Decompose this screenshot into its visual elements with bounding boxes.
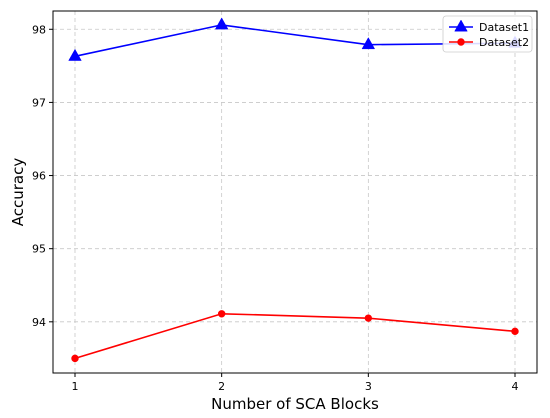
axis-ticks: 1 2 3 4 94 95 96 97 98 [32, 23, 519, 393]
data-point [361, 37, 376, 50]
y-tick-label: 96 [32, 170, 46, 183]
legend-marker [457, 38, 465, 46]
y-tick-label: 98 [32, 23, 46, 36]
data-point [511, 327, 519, 336]
legend-entry: Dataset1 [449, 19, 529, 34]
y-tick-label: 94 [32, 316, 46, 329]
legend-marker [454, 19, 468, 32]
data-point [68, 48, 82, 61]
x-axis-label: Number of SCA Blocks [211, 395, 379, 413]
plot-area-frame [52, 10, 538, 374]
series-dataset2 [71, 310, 519, 363]
series-line [74, 24, 516, 58]
data-point [71, 354, 79, 363]
legend: Dataset1 Dataset2 [442, 15, 533, 53]
data-point [364, 314, 373, 322]
y-tick-label: 95 [32, 243, 46, 256]
grid-lines [53, 11, 537, 373]
x-tick-label: 2 [218, 380, 225, 393]
data-point [214, 17, 229, 30]
data-point [217, 310, 226, 318]
x-tick-label: 3 [365, 380, 372, 393]
legend-label: Dataset2 [479, 36, 529, 49]
x-tick-label: 4 [512, 380, 519, 393]
legend-entry: Dataset2 [449, 36, 529, 49]
y-axis-label: Accuracy [9, 158, 27, 227]
legend-box [442, 15, 533, 53]
series-lines [68, 17, 522, 363]
series-line [74, 312, 516, 360]
y-tick-label: 97 [32, 96, 46, 109]
x-tick-label: 1 [72, 380, 79, 393]
legend-label: Dataset1 [479, 21, 529, 34]
